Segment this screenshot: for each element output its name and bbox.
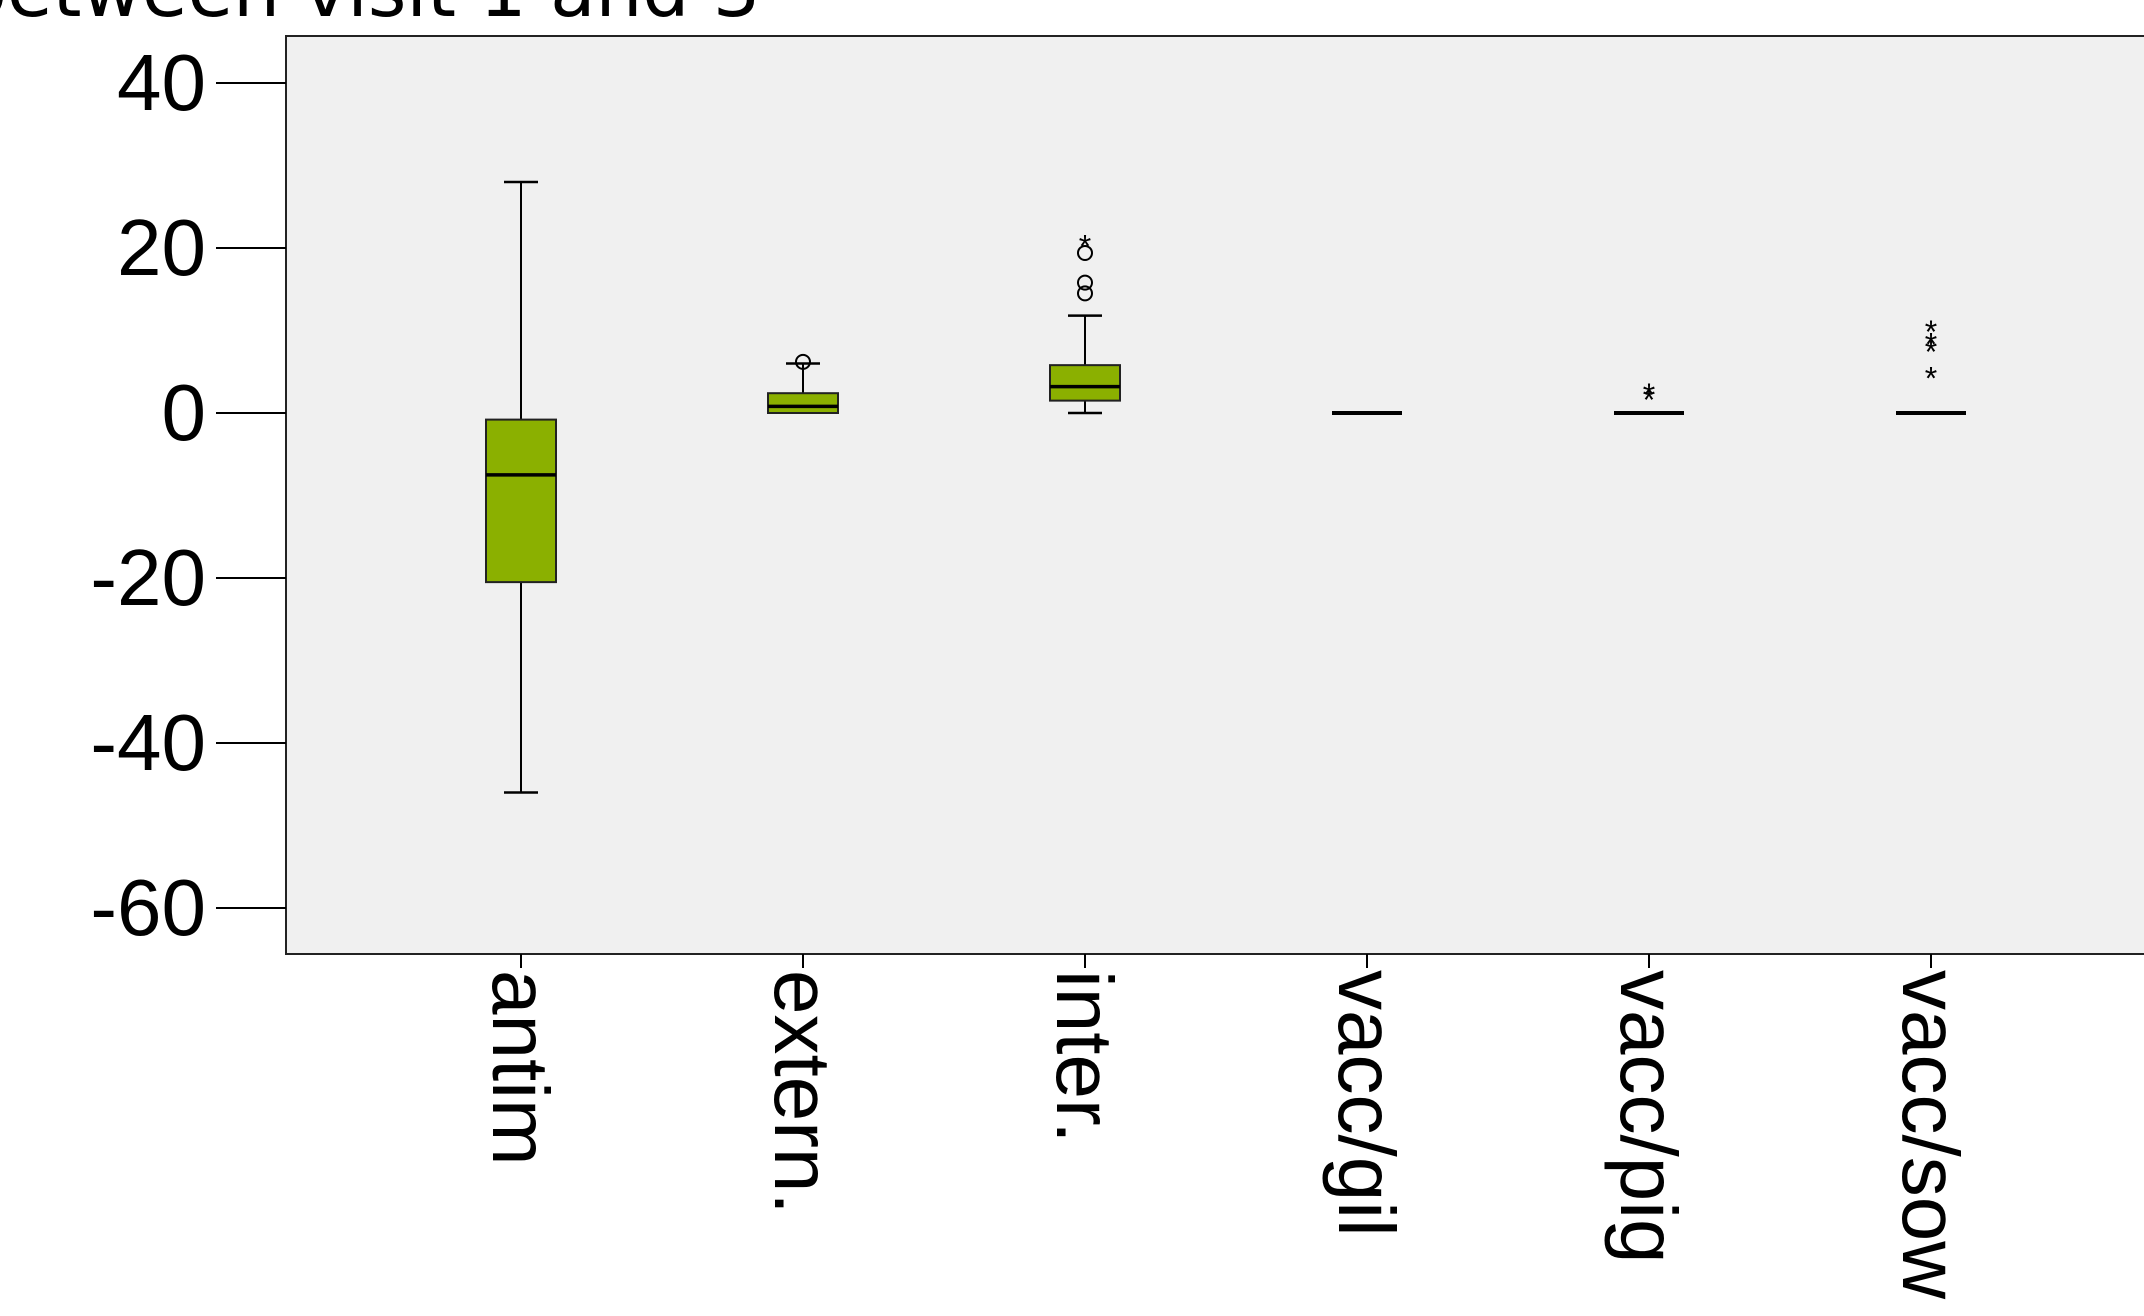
outlier-star: * xyxy=(1925,334,1937,370)
chart-title: between visit 1 and 3 xyxy=(0,0,760,34)
outlier-star: * xyxy=(1643,382,1655,418)
y-tick-label: 20 xyxy=(117,203,206,292)
outlier-circle xyxy=(1077,244,1093,261)
y-tick-label: 0 xyxy=(162,368,207,457)
x-tick-label: vacc/sow xyxy=(1886,970,1975,1299)
plot-layer: 40 20 0 -20 -40 -60 antim extern. inter. vacc/gil… xyxy=(90,35,2144,1299)
outlier-circle xyxy=(795,353,811,370)
box xyxy=(485,418,557,584)
x-tick-label: extern. xyxy=(758,970,847,1215)
outlier-circle xyxy=(1077,274,1093,291)
outlier-star: * xyxy=(1643,377,1655,413)
x-tick-label: vacc/pig xyxy=(1604,970,1693,1263)
plot-area xyxy=(285,35,2144,955)
x-tick-label: antim xyxy=(476,970,565,1166)
outlier-star: * xyxy=(1079,228,1091,264)
y-tick-label: -20 xyxy=(90,533,206,622)
x-tick-label: inter. xyxy=(1040,970,1129,1143)
y-tick-label: -60 xyxy=(90,863,206,952)
box xyxy=(1049,364,1121,402)
outlier-star: * xyxy=(1925,360,1937,396)
outlier-circle xyxy=(1077,285,1093,302)
outlier-star: * xyxy=(1925,314,1937,350)
y-tick-label: 40 xyxy=(117,38,206,127)
outlier-star: * xyxy=(1925,327,1937,363)
x-tick-label: vacc/gil xyxy=(1322,970,1411,1237)
box xyxy=(767,392,839,415)
y-tick-label: -40 xyxy=(90,698,206,787)
